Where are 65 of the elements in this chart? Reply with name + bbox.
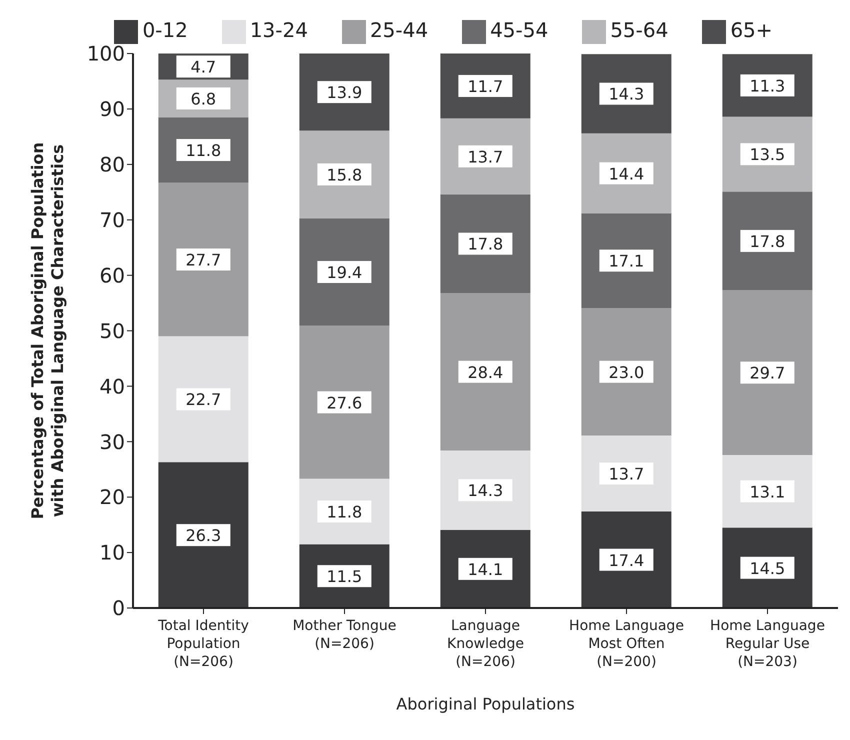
data-label: 14.1 bbox=[468, 560, 504, 579]
bar bbox=[581, 213, 672, 308]
x-tick-label: Home Language Regular Use (N=203) bbox=[710, 618, 825, 670]
y-tick-label: 80 bbox=[100, 152, 125, 177]
data-label: 17.8 bbox=[468, 234, 504, 254]
legend-label: 45-54 bbox=[490, 18, 548, 42]
x-tick-label: Total Identity Population (N=206) bbox=[157, 618, 249, 670]
data-label: 4.7 bbox=[190, 58, 216, 77]
data-label: 27.6 bbox=[326, 393, 362, 412]
data-label: 14.3 bbox=[468, 481, 504, 500]
data-label: 11.7 bbox=[468, 76, 504, 96]
data-label: 11.3 bbox=[750, 76, 786, 96]
data-label: 17.1 bbox=[608, 252, 644, 271]
y-tick-label: 60 bbox=[100, 263, 125, 288]
legend-label: 55-64 bbox=[610, 18, 668, 42]
data-label: 26.3 bbox=[186, 526, 222, 546]
data-label: 23.0 bbox=[608, 362, 644, 382]
x-tick-label: Language Knowledge (N=206) bbox=[447, 618, 524, 670]
data-label: 27.7 bbox=[186, 250, 222, 270]
data-label: 11.5 bbox=[326, 567, 362, 586]
bar bbox=[158, 336, 248, 462]
bar bbox=[299, 326, 390, 479]
bar bbox=[158, 182, 248, 336]
bar bbox=[440, 194, 530, 294]
x-tick-label: Home Language Most Often (N=200) bbox=[569, 618, 684, 670]
x-axis-title: Aboriginal Populations bbox=[396, 694, 575, 714]
y-tick-label: 90 bbox=[100, 97, 125, 122]
data-label: 28.4 bbox=[468, 362, 504, 382]
data-label: 19.4 bbox=[326, 262, 362, 282]
y-tick-label: 50 bbox=[100, 318, 125, 343]
bar bbox=[299, 218, 390, 326]
data-label: 11.8 bbox=[186, 141, 222, 160]
bar bbox=[158, 462, 248, 608]
y-tick-label: 40 bbox=[100, 374, 125, 398]
y-tick-label: 30 bbox=[100, 430, 125, 454]
data-label: 17.4 bbox=[608, 550, 644, 570]
data-label: 13.5 bbox=[750, 145, 786, 164]
data-label: 6.8 bbox=[190, 89, 216, 108]
legend-label: 0-12 bbox=[142, 18, 188, 42]
data-label: 15.8 bbox=[326, 165, 362, 184]
y-tick-label: 70 bbox=[100, 208, 125, 232]
data-label: 13.1 bbox=[750, 482, 786, 502]
data-label: 14.5 bbox=[750, 558, 786, 578]
x-tick-label: Mother Tongue (N=206) bbox=[292, 618, 396, 652]
data-label: 13.7 bbox=[608, 464, 644, 484]
data-label: 14.4 bbox=[608, 164, 644, 184]
bar bbox=[722, 192, 812, 290]
legend-label: 65+ bbox=[730, 18, 773, 42]
y-tick-label: 20 bbox=[100, 485, 125, 510]
data-label: 13.9 bbox=[326, 83, 362, 102]
bar bbox=[581, 308, 672, 436]
bar bbox=[440, 293, 530, 451]
data-label: 13.7 bbox=[468, 147, 504, 166]
data-label: 14.3 bbox=[608, 84, 644, 104]
legend-label: 13-24 bbox=[250, 18, 308, 42]
data-label: 29.7 bbox=[750, 364, 786, 383]
legend-label: 25-44 bbox=[370, 18, 428, 42]
data-label: 11.8 bbox=[326, 502, 362, 522]
y-tick-label: 0 bbox=[112, 596, 125, 620]
y-tick-label: 10 bbox=[100, 540, 125, 565]
data-label: 22.7 bbox=[186, 390, 222, 410]
data-label: 17.8 bbox=[750, 232, 786, 251]
y-tick-label: 100 bbox=[86, 42, 125, 66]
y-axis-title: Percentage of Total Aboriginal Population with Aboriginal Language Characteristics bbox=[28, 142, 67, 520]
bar bbox=[722, 290, 812, 455]
